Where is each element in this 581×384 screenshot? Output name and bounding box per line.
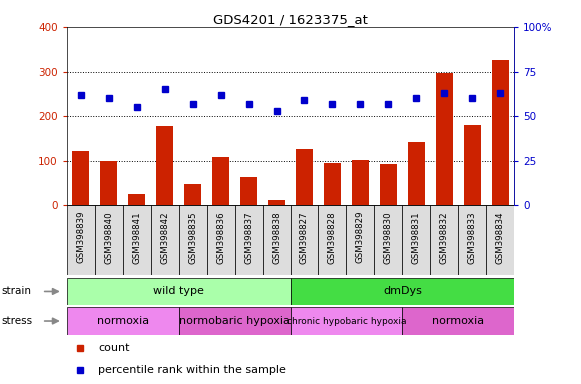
Bar	[408, 142, 425, 205]
Text: strain: strain	[2, 286, 32, 296]
Text: GSM398831: GSM398831	[412, 211, 421, 263]
Text: stress: stress	[2, 316, 33, 326]
Bar	[290, 307, 403, 335]
Text: GSM398839: GSM398839	[76, 211, 85, 263]
Bar	[123, 205, 150, 275]
Text: percentile rank within the sample: percentile rank within the sample	[98, 364, 286, 375]
Text: GSM398832: GSM398832	[440, 211, 449, 263]
Bar	[374, 205, 403, 275]
Text: GSM398828: GSM398828	[328, 211, 337, 263]
Bar	[290, 278, 514, 305]
Bar	[268, 200, 285, 205]
Bar	[492, 60, 508, 205]
Text: GSM398835: GSM398835	[188, 211, 197, 263]
Bar	[179, 307, 290, 335]
Bar	[67, 307, 179, 335]
Bar	[263, 205, 290, 275]
Bar	[67, 205, 95, 275]
Bar	[156, 126, 173, 205]
Bar	[346, 205, 374, 275]
Bar	[67, 278, 290, 305]
Text: wild type: wild type	[153, 286, 204, 296]
Bar	[486, 205, 514, 275]
Text: GSM398827: GSM398827	[300, 211, 309, 263]
Text: normoxia: normoxia	[432, 316, 485, 326]
Text: GSM398838: GSM398838	[272, 211, 281, 263]
Bar	[324, 163, 341, 205]
Bar	[296, 149, 313, 205]
Bar	[73, 151, 89, 205]
Bar	[240, 177, 257, 205]
Bar	[403, 205, 431, 275]
Text: GSM398837: GSM398837	[244, 211, 253, 263]
Bar	[179, 205, 207, 275]
Bar	[458, 205, 486, 275]
Bar	[101, 161, 117, 205]
Bar	[150, 205, 179, 275]
Text: GSM398840: GSM398840	[104, 211, 113, 263]
Text: GSM398830: GSM398830	[384, 211, 393, 263]
Text: dmDys: dmDys	[383, 286, 422, 296]
Bar	[464, 125, 480, 205]
Bar	[207, 205, 235, 275]
Bar	[318, 205, 346, 275]
Bar	[212, 157, 229, 205]
Bar	[235, 205, 263, 275]
Bar	[352, 160, 369, 205]
Text: GSM398841: GSM398841	[132, 211, 141, 263]
Bar	[403, 307, 514, 335]
Text: GSM398829: GSM398829	[356, 211, 365, 263]
Text: normobaric hypoxia: normobaric hypoxia	[179, 316, 290, 326]
Bar	[128, 194, 145, 205]
Text: normoxia: normoxia	[96, 316, 149, 326]
Bar	[290, 205, 318, 275]
Text: GSM398836: GSM398836	[216, 211, 225, 263]
Bar	[436, 73, 453, 205]
Bar	[184, 184, 201, 205]
Bar	[95, 205, 123, 275]
Text: GSM398834: GSM398834	[496, 211, 505, 263]
Text: GDS4201 / 1623375_at: GDS4201 / 1623375_at	[213, 13, 368, 26]
Text: chronic hypobaric hypoxia: chronic hypobaric hypoxia	[286, 316, 406, 326]
Bar	[431, 205, 458, 275]
Text: GSM398842: GSM398842	[160, 211, 169, 263]
Text: GSM398833: GSM398833	[468, 211, 477, 263]
Text: count: count	[98, 343, 130, 354]
Bar	[380, 164, 397, 205]
